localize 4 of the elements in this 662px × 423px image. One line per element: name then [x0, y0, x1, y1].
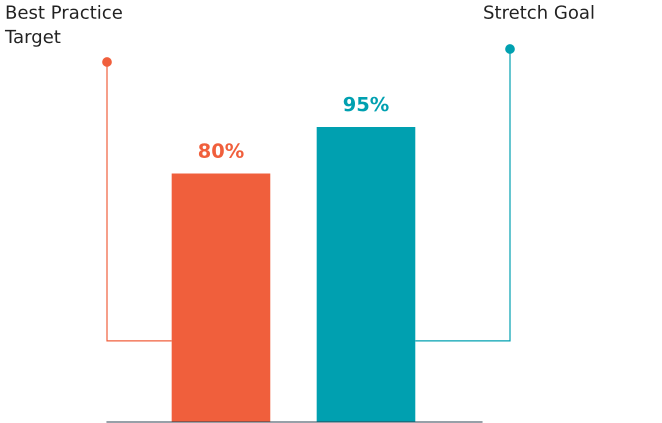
x-tick-label: Best Practice Target: [4, 5, 122, 47]
data-label: 95%: [344, 96, 389, 112]
data-label: 80%: [198, 143, 244, 158]
x-tick-label: Stretch Goal: [484, 5, 594, 19]
